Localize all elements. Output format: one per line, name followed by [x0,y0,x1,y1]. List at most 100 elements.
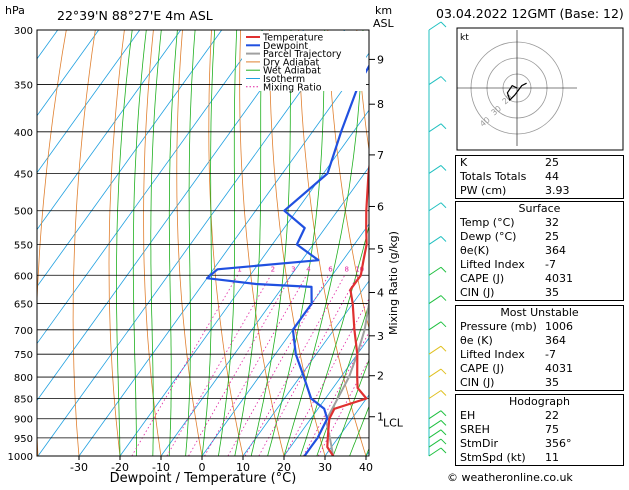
wind-barb [428,202,442,212]
pressure-tick-label: 300 [14,26,33,37]
hodograph-index-value: 11 [545,451,559,464]
mixing-ratio-line [166,275,272,456]
pressure-tick-label: 350 [14,81,33,92]
unstable-index-row: CIN (J) 35 [456,376,623,390]
surface-index-row: CAPE (J) 4031 [456,272,623,286]
credit: © weatheronline.co.uk [447,471,573,484]
hodograph-kt-label: kt [460,33,469,43]
pressure-tick-label: 950 [14,434,33,445]
surface-index-row: Temp (°C) 32 [456,216,623,230]
wind-barb [428,123,442,133]
wind-barb [428,368,442,378]
dry-adiabat-line [208,30,244,456]
unstable-index-row: CAPE (J) 4031 [456,362,623,376]
pressure-tick-label: 800 [14,373,33,384]
pressure-tick-label: 1000 [8,452,33,463]
surface-index-label: Dewp (°C) [460,230,517,243]
unstable-index-row: Pressure (mb) 1006 [456,320,623,334]
wind-barb-flag [440,345,447,352]
mixing-ratio-label: 6 [328,265,333,273]
wind-barb-flag [440,76,447,82]
index-value: 25 [545,156,559,169]
hodograph-frame [456,27,624,151]
hodograph-index-row: SREH 75 [456,423,623,437]
wind-barb [428,295,442,304]
wet-adiabat-line [116,30,133,456]
wind-barb-flag [440,202,447,209]
wind-barb [428,410,442,420]
wind-barb-flag [440,295,447,301]
unstable-index-label: Lifted Index [460,348,525,361]
wind-barb-flag [440,420,447,426]
index-row: K 25 [456,156,623,170]
surface-index-label: Temp (°C) [460,216,515,229]
x-axis-label: Dewpoint / Temperature (°C) [110,471,297,486]
hodograph-index-value: 22 [545,409,559,422]
wind-barb-flag [440,410,447,417]
surface-index-value: 32 [545,216,559,229]
unstable-index-row: θe (K) 364 [456,334,623,348]
surface-index-value: 4031 [545,272,573,285]
wind-barb-flag [440,21,447,28]
hodograph-index-label: StmSpd (kt) [460,451,526,464]
unstable-index-label: CIN (J) [460,376,495,389]
wind-profile [428,21,447,457]
km-tick-label: 3 [377,330,384,343]
hpa-label: hPa [5,4,25,17]
km-tick-label: 4 [377,287,384,300]
unstable-index-value: 4031 [545,362,573,375]
isotherm-line [201,223,369,456]
pressure-tick-label: 650 [14,300,33,311]
isotherm-line [37,30,305,402]
km-tick-label: 9 [377,53,384,66]
isotherm-line [37,30,182,231]
pressure-tick-label: 550 [14,240,33,251]
wind-barb-flag [440,429,447,436]
wind-barb-flag [440,438,447,445]
surface-index-row: Lifted Index -7 [456,258,623,272]
wind-barb-flag [440,165,447,171]
mixing-ratio-label: 10 [355,265,364,273]
wind-barb [428,266,442,276]
wet-adiabat-line [132,30,147,456]
wind-barb [428,390,442,399]
wind-barb [428,76,442,85]
surface-index-value: -7 [545,258,556,271]
isotherm-line [283,337,369,456]
dry-adiabat-line [37,30,67,456]
unstable-index-label: CAPE (J) [460,362,505,375]
legend-entry: Mixing Ratio [263,82,322,93]
wind-barb [428,438,442,448]
wind-barb-flag [440,390,447,396]
unstable-index-value: -7 [545,348,556,361]
hodograph-index-label: StmDir [460,437,499,450]
surface-index-value: 364 [545,244,566,257]
wet-adiabat-line [250,30,292,456]
legend-entry: Wet Adiabat [263,66,321,77]
mixing-ratio-label: 2 [271,265,275,273]
dry-adiabat-line [356,30,369,153]
mixing-ratio-line [227,275,329,456]
temp-tick-label: -30 [70,461,88,474]
temperature-line [326,161,369,456]
wet-adiabat-line [218,30,238,456]
hodograph-index-value: 75 [545,423,559,436]
pressure-tick-label: 900 [14,415,33,426]
index-label: K [460,156,468,169]
legend-entry: Isotherm [263,74,305,85]
hodograph-index-row: EH 22 [456,409,623,423]
parcel-trajectory-line [325,297,369,456]
wind-barb [428,447,442,457]
temp-tick-label: 0 [199,461,206,474]
indices-box-unstable: Most Unstable Pressure (mb) 1006 θe (K) 364… [455,305,624,391]
wind-barb-flag [440,321,447,328]
pressure-tick-label: 700 [14,326,33,337]
wind-barb-flag [440,368,447,375]
surface-index-label: CIN (J) [460,286,495,299]
isotherm-line [78,52,369,456]
unstable-index-value: 1006 [545,320,573,333]
pressure-tick-label: 750 [14,350,33,361]
temp-tick-label: -10 [152,461,170,474]
index-row: PW (cm) 3.93 [456,184,623,198]
chart-datetime: 03.04.2022 12GMT (Base: 12) [436,6,624,21]
